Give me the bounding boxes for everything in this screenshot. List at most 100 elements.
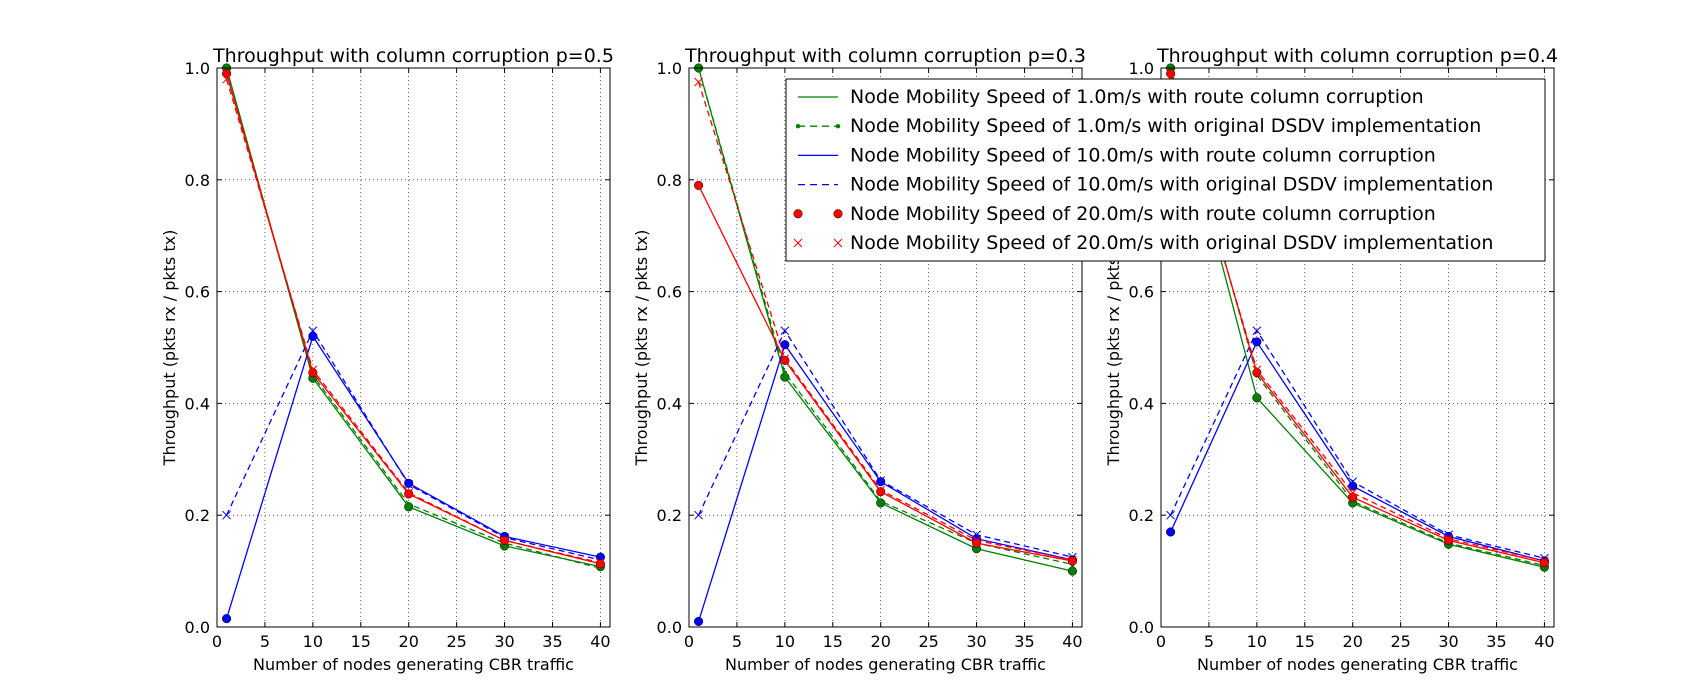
x-tick-label: 35 <box>1014 632 1034 651</box>
data-point <box>1252 365 1262 375</box>
legend-marker <box>795 124 801 129</box>
x-tick-label: 0 <box>212 632 222 651</box>
y-tick-label: 1.0 <box>185 59 210 78</box>
series-line <box>697 67 1073 566</box>
y-tick-label: 1.0 <box>1129 59 1154 78</box>
data-point <box>404 488 414 498</box>
data-point <box>782 370 788 375</box>
data-point <box>222 614 232 624</box>
data-point <box>308 326 318 336</box>
x-tick-label: 5 <box>732 632 742 651</box>
data-point <box>404 480 414 489</box>
x-tick-label: 30 <box>1438 632 1458 651</box>
y-tick-label: 0.0 <box>1129 618 1154 637</box>
axes-frame <box>688 67 1083 628</box>
x-axis-label: Number of nodes generating CBR traffic <box>725 655 1046 674</box>
data-point <box>1252 393 1262 403</box>
legend-label: Node Mobility Speed of 10.0m/s with rout… <box>850 144 1436 166</box>
legend-label: Node Mobility Speed of 1.0m/s with route… <box>850 86 1424 108</box>
y-tick-label: 0.4 <box>185 394 210 413</box>
subplot-2: 0 5 10 15 20 25 30 35 400.00.20.40.60.81.0Throug… <box>632 45 1086 674</box>
data-point <box>780 354 790 364</box>
legend-entry: Node Mobility Speed of 10.0m/s with orig… <box>798 174 1493 196</box>
legend-entry: Node Mobility Speed of 1.0m/s with route… <box>798 86 1424 108</box>
data-point <box>500 536 509 545</box>
x-tick-label: 0 <box>684 632 694 651</box>
y-axis-label: Throughput (pkts rx / pkts tx) <box>160 230 179 467</box>
series-line <box>1169 79 1545 562</box>
subplot-3: 05101520253035400.00.20.40.60.81.0Throug… <box>1104 45 1558 674</box>
data-point <box>694 616 704 626</box>
data-point <box>308 365 318 375</box>
x-tick-label: 35 <box>1486 632 1506 651</box>
series-4 <box>694 326 1077 562</box>
x-tick-label: 25 <box>446 632 466 651</box>
data-point <box>876 487 886 497</box>
x-tick-label: 15 <box>823 632 843 651</box>
x-tick-label: 30 <box>494 632 514 651</box>
legend-entry: Node Mobility Speed of 1.0m/s with origi… <box>795 115 1481 137</box>
data-point <box>1348 488 1358 498</box>
y-tick-label: 0.0 <box>185 618 210 637</box>
data-point <box>878 499 883 504</box>
data-point <box>876 476 886 485</box>
data-point <box>780 340 790 350</box>
chart-title: Throughput with column corruption p=0.5 <box>212 45 614 67</box>
data-point <box>780 326 790 336</box>
legend-entry: Node Mobility Speed of 10.0m/s with rout… <box>798 144 1436 166</box>
data-point <box>1252 337 1262 347</box>
data-point <box>694 180 704 190</box>
data-point <box>1252 326 1262 336</box>
x-tick-label: 30 <box>966 632 986 651</box>
x-tick-label: 20 <box>871 632 891 651</box>
legend-marker <box>833 238 843 248</box>
data-point <box>406 501 411 507</box>
x-tick-label: 35 <box>542 632 562 651</box>
axes-frame <box>216 67 611 628</box>
data-point <box>1348 477 1358 487</box>
data-point <box>596 558 605 568</box>
y-tick-label: 1.0 <box>657 59 682 78</box>
data-point <box>1444 534 1453 544</box>
axes-frame <box>1160 67 1555 628</box>
data-point <box>404 489 414 499</box>
x-tick-label: 10 <box>775 632 795 651</box>
y-axis-label: Throughput (pkts rx / pkts tx) <box>1104 230 1123 467</box>
legend-label: Node Mobility Speed of 10.0m/s with orig… <box>850 174 1493 196</box>
data-point <box>222 510 231 520</box>
legend-entry: Node Mobility Speed of 20.0m/s with rout… <box>793 203 1436 225</box>
data-point <box>1540 556 1549 566</box>
legend: Node Mobility Speed of 1.0m/s with route… <box>785 78 1546 262</box>
series-2 <box>696 65 1075 567</box>
data-point <box>1166 69 1176 79</box>
y-tick-label: 0.6 <box>1129 283 1154 302</box>
data-point <box>1068 555 1077 565</box>
x-tick-label: 25 <box>918 632 938 651</box>
data-point <box>694 510 703 520</box>
series-6 <box>222 74 605 568</box>
y-tick-label: 0.6 <box>185 283 210 302</box>
series-6 <box>694 77 1077 565</box>
data-point <box>1166 510 1175 520</box>
chart-title: Throughput with column corruption p=0.3 <box>684 45 1086 67</box>
legend-box <box>785 78 1546 262</box>
x-tick-label: 20 <box>399 632 419 651</box>
legend-label: Node Mobility Speed of 1.0m/s with origi… <box>850 115 1481 137</box>
x-tick-label: 20 <box>1343 632 1363 651</box>
data-point <box>222 69 232 79</box>
x-tick-label: 10 <box>1247 632 1267 651</box>
data-point <box>1166 527 1176 537</box>
x-tick-label: 40 <box>1062 632 1082 651</box>
y-axis-label: Throughput (pkts rx / pkts tx) <box>632 230 651 467</box>
y-tick-label: 0.8 <box>185 171 210 190</box>
subplot-1: 0 5 10 15 20 25 30 35 400.00.20.40.60.81.0Throug… <box>160 45 614 674</box>
x-tick-label: 0 <box>1156 632 1166 651</box>
chart-title: Throughput with column corruption p=0.4 <box>1156 45 1558 67</box>
legend-marker <box>793 209 803 219</box>
legend-label: Node Mobility Speed of 20.0m/s with orig… <box>850 232 1493 254</box>
data-point <box>876 485 886 495</box>
